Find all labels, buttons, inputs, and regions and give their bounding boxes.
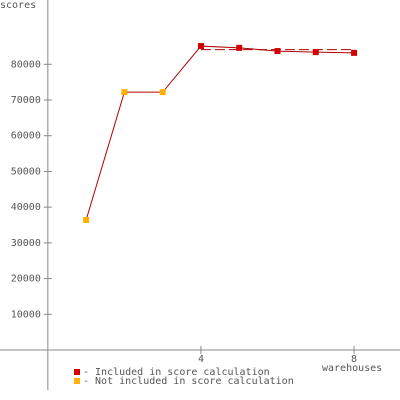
data-point xyxy=(197,43,204,50)
x-tick-label: 4 xyxy=(198,354,204,365)
score-line xyxy=(85,45,355,221)
data-point xyxy=(83,217,90,223)
x-axis-label: warehouses xyxy=(322,363,382,374)
data-point xyxy=(274,48,281,55)
y-tick-label: 80000 xyxy=(11,59,41,70)
y-axis-label: scores xyxy=(0,0,36,11)
data-point xyxy=(236,44,243,51)
y-tick-label: 30000 xyxy=(11,238,41,249)
data-point xyxy=(351,49,358,56)
legend-label: - Not included in score calculation xyxy=(83,376,294,387)
legend-label: - Included in score calculation xyxy=(83,367,270,378)
x-tick-label: 8 xyxy=(351,354,357,365)
y-tick-label: 10000 xyxy=(11,309,41,320)
legend-swatch xyxy=(74,369,80,375)
y-tick-label: 20000 xyxy=(11,274,41,285)
legend-swatch xyxy=(74,378,80,384)
data-point xyxy=(159,89,166,96)
y-tick-label: 50000 xyxy=(11,166,41,177)
y-tick-label: 70000 xyxy=(11,95,41,106)
data-point xyxy=(312,49,319,56)
data-point xyxy=(121,89,128,96)
y-tick-label: 40000 xyxy=(11,202,41,213)
y-tick-label: 60000 xyxy=(11,131,41,142)
